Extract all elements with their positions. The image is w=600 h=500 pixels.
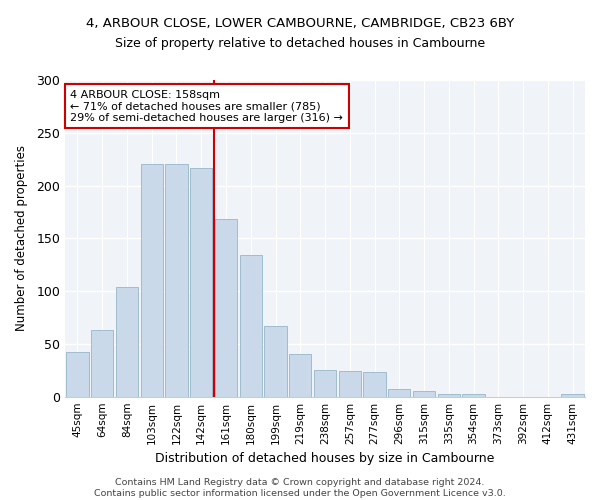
Bar bbox=[314, 370, 336, 396]
Bar bbox=[437, 394, 460, 396]
Bar bbox=[265, 326, 287, 396]
Bar bbox=[562, 394, 584, 396]
Text: 4 ARBOUR CLOSE: 158sqm
← 71% of detached houses are smaller (785)
29% of semi-de: 4 ARBOUR CLOSE: 158sqm ← 71% of detached… bbox=[70, 90, 343, 122]
Bar bbox=[67, 352, 89, 397]
Text: Size of property relative to detached houses in Cambourne: Size of property relative to detached ho… bbox=[115, 38, 485, 51]
Bar bbox=[338, 372, 361, 396]
Bar bbox=[413, 392, 435, 396]
Bar bbox=[364, 372, 386, 396]
Bar bbox=[388, 390, 410, 396]
Bar bbox=[289, 354, 311, 397]
Text: 4, ARBOUR CLOSE, LOWER CAMBOURNE, CAMBRIDGE, CB23 6BY: 4, ARBOUR CLOSE, LOWER CAMBOURNE, CAMBRI… bbox=[86, 18, 514, 30]
Bar bbox=[215, 220, 237, 396]
Bar bbox=[116, 287, 138, 397]
Y-axis label: Number of detached properties: Number of detached properties bbox=[15, 146, 28, 332]
Text: Contains HM Land Registry data © Crown copyright and database right 2024.
Contai: Contains HM Land Registry data © Crown c… bbox=[94, 478, 506, 498]
Bar bbox=[140, 164, 163, 396]
Bar bbox=[239, 255, 262, 396]
X-axis label: Distribution of detached houses by size in Cambourne: Distribution of detached houses by size … bbox=[155, 452, 495, 465]
Bar bbox=[190, 168, 212, 396]
Bar bbox=[463, 394, 485, 396]
Bar bbox=[166, 164, 188, 396]
Bar bbox=[91, 330, 113, 396]
